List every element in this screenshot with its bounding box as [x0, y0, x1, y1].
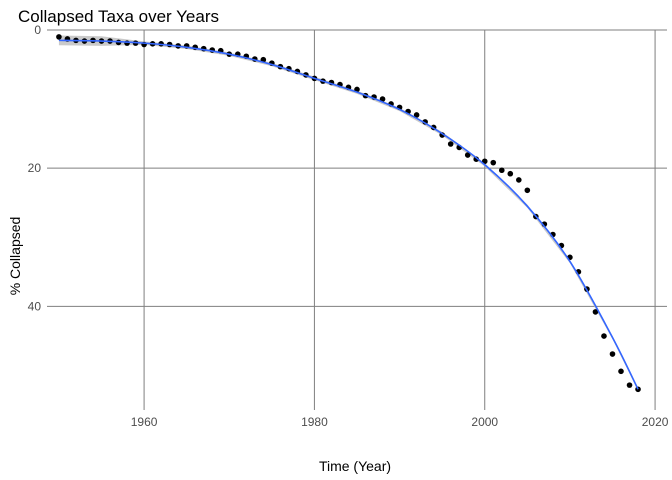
y-tick-label: 20	[28, 161, 42, 175]
y-tick-label: 40	[28, 299, 42, 313]
data-point	[124, 40, 130, 46]
smooth-line-layer	[58, 39, 639, 390]
x-tick-label: 1980	[301, 415, 328, 429]
grid-layer	[47, 29, 667, 410]
x-axis-label: Time (Year)	[319, 458, 391, 474]
data-point	[592, 309, 599, 315]
data-point	[618, 368, 624, 375]
chart-title: Collapsed Taxa over Years	[18, 7, 219, 26]
data-point	[379, 96, 386, 102]
data-point	[413, 112, 420, 118]
data-point	[447, 141, 454, 147]
data-point	[635, 386, 641, 393]
data-point	[524, 187, 531, 194]
data-point	[507, 170, 514, 177]
data-point	[601, 333, 607, 339]
x-tick-label: 1960	[131, 415, 158, 429]
x-tick-label: 2000	[471, 415, 498, 429]
data-point	[56, 34, 62, 40]
data-point	[473, 156, 480, 162]
y-tick-label: 0	[34, 23, 41, 37]
data-point	[498, 167, 505, 174]
data-point	[490, 159, 497, 166]
data-point	[354, 86, 360, 93]
smooth-trend-line	[58, 39, 639, 390]
data-point	[626, 382, 633, 388]
x-tick-label: 2020	[642, 415, 669, 429]
data-point	[464, 152, 471, 158]
y-axis-label: % Collapsed	[7, 217, 23, 296]
data-point	[516, 177, 522, 183]
data-point	[609, 351, 616, 357]
tick-labels-layer: 1960 1980 2000 2020 0 20 40	[28, 23, 669, 429]
